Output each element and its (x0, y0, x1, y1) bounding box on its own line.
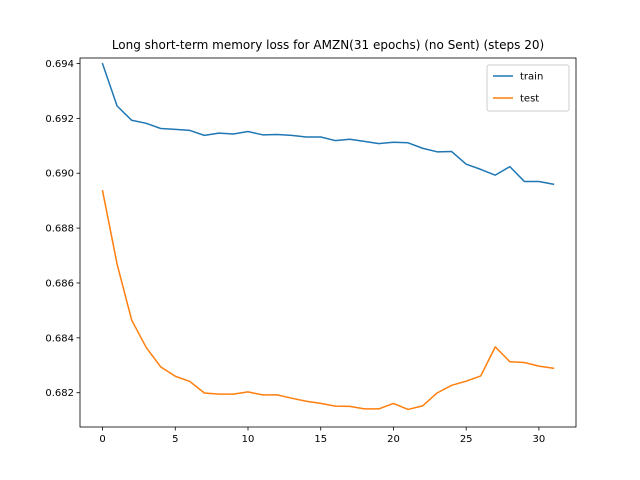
x-tick-label: 5 (172, 434, 178, 445)
y-tick-label: 0.692 (45, 114, 74, 125)
y-tick-label: 0.694 (45, 59, 74, 70)
legend: train test (486, 64, 570, 112)
x-tick-label: 25 (460, 434, 473, 445)
axes: 0 5 10 15 20 25 30 0.682 0.684 0.686 0.688 0.690 0.6… (45, 59, 545, 445)
x-tick-label: 10 (242, 434, 255, 445)
y-tick-label: 0.684 (45, 333, 74, 344)
y-tick-label: 0.690 (45, 169, 74, 180)
legend-label-train: train (520, 72, 543, 83)
axes-frame (79, 57, 577, 428)
chart-title: Long short-term memory loss for AMZN(31 … (112, 38, 544, 52)
series-line-test (101, 189, 555, 411)
plot-area (101, 62, 555, 411)
y-tick-label: 0.686 (45, 278, 74, 289)
legend-label-test: test (520, 94, 539, 105)
x-tick-label: 0 (99, 434, 105, 445)
x-tick-label: 20 (387, 434, 400, 445)
y-tick-label: 0.688 (45, 224, 74, 235)
series-line-train (101, 62, 555, 186)
x-tick-label: 15 (314, 434, 327, 445)
x-tick-label: 30 (533, 434, 546, 445)
y-tick-label: 0.682 (45, 388, 74, 399)
